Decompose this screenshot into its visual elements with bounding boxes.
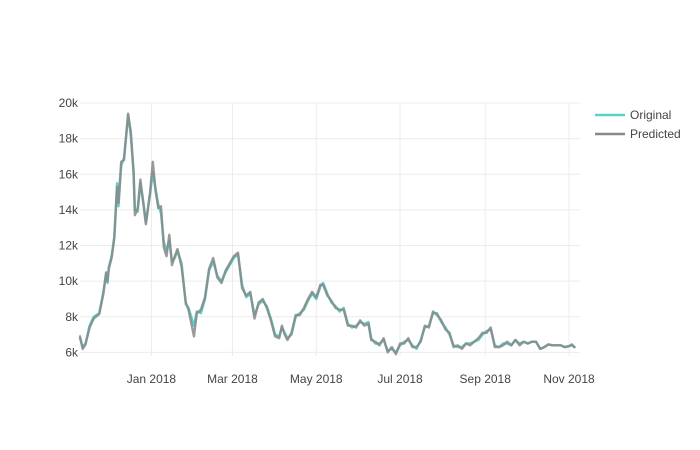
x-tick-label: Jul 2018 bbox=[377, 372, 423, 386]
y-tick-label: 6k bbox=[65, 345, 79, 359]
y-tick-label: 18k bbox=[59, 132, 79, 146]
y-tick-label: 20k bbox=[59, 96, 79, 110]
y-tick-label: 10k bbox=[59, 274, 79, 288]
y-tick-label: 16k bbox=[59, 167, 79, 181]
legend: Original Predicted bbox=[595, 108, 681, 141]
x-tick-label: Sep 2018 bbox=[460, 372, 512, 386]
legend-label-predicted[interactable]: Predicted bbox=[630, 127, 681, 141]
x-axis-ticks: Jan 2018 Mar 2018 May 2018 Jul 2018 Sep 2018… bbox=[127, 372, 595, 386]
x-tick-label: Jan 2018 bbox=[127, 372, 177, 386]
x-tick-label: May 2018 bbox=[290, 372, 343, 386]
y-tick-label: 8k bbox=[65, 310, 79, 324]
series-lines bbox=[78, 112, 576, 356]
x-tick-label: Mar 2018 bbox=[207, 372, 258, 386]
y-axis-ticks: 6k 8k 10k 12k 14k 16k 18k 20k bbox=[59, 96, 79, 359]
y-tick-label: 14k bbox=[59, 203, 79, 217]
y-tick-label: 12k bbox=[59, 239, 79, 253]
series-line-predicted bbox=[78, 112, 576, 356]
legend-label-original[interactable]: Original bbox=[630, 108, 671, 122]
x-tick-label: Nov 2018 bbox=[543, 372, 595, 386]
grid bbox=[80, 102, 580, 356]
